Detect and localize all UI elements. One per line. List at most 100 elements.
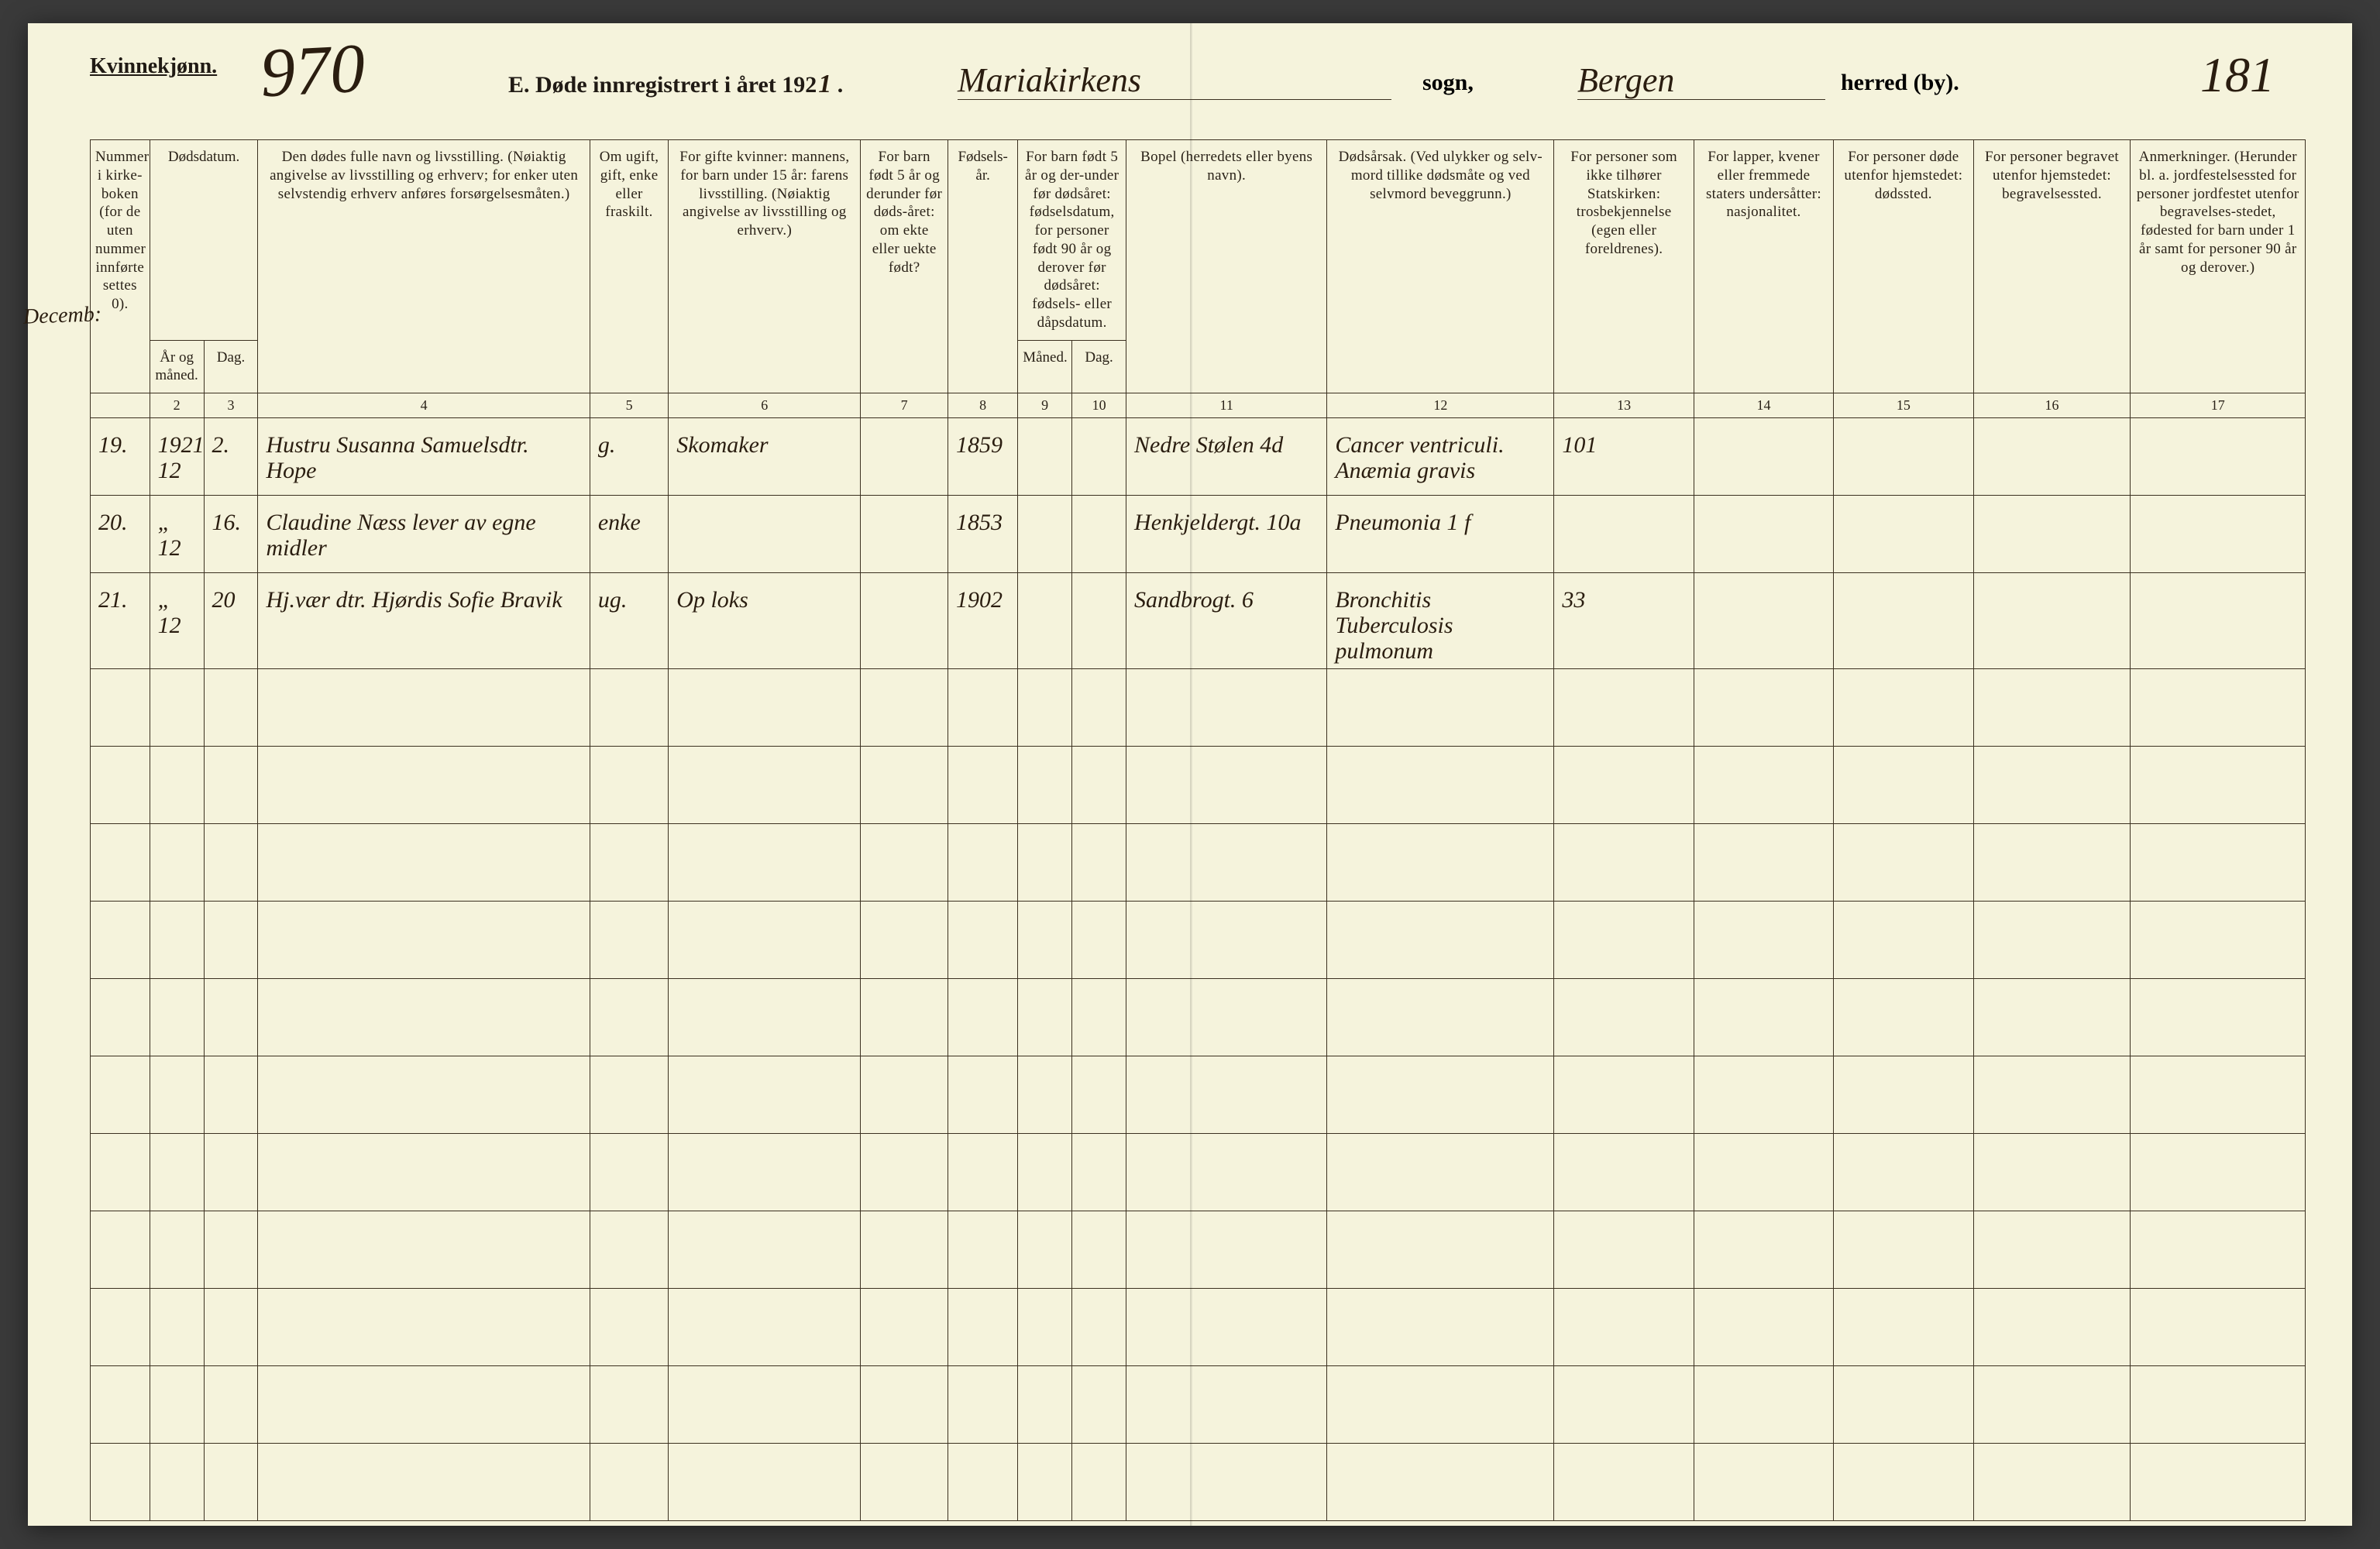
col-header-8: Fødsels-år. (948, 140, 1018, 393)
empty-cell (1072, 746, 1126, 823)
empty-cell (150, 978, 204, 1056)
empty-cell (1327, 901, 1554, 978)
empty-cell (150, 1288, 204, 1365)
blue-pencil-number: 970 (258, 29, 366, 114)
empty-cell (1834, 978, 1973, 1056)
empty-cell (2131, 1211, 2306, 1288)
empty-cell (669, 1211, 861, 1288)
empty-cell (861, 1288, 948, 1365)
empty-cell (1554, 823, 1694, 901)
empty-cell (1018, 668, 1072, 746)
colnum: 4 (258, 393, 590, 418)
cell-c17 (2131, 572, 2306, 668)
page-fold (1190, 23, 1192, 1526)
empty-cell (1694, 1133, 1833, 1211)
empty-cell (861, 978, 948, 1056)
col-header-9-group: For barn født 5 år og der-under før døds… (1018, 140, 1126, 341)
empty-cell (1694, 1288, 1833, 1365)
empty-cell (1126, 1211, 1327, 1288)
empty-cell (1694, 1365, 1833, 1443)
empty-cell (1973, 978, 2131, 1056)
cell-c13: 101 (1554, 417, 1694, 495)
empty-cell (91, 1443, 150, 1520)
empty-cell (2131, 823, 2306, 901)
empty-cell (1694, 746, 1833, 823)
table-head: Nummer i kirke-boken (for de uten nummer… (91, 140, 2306, 418)
empty-cell (861, 746, 948, 823)
empty-cell (1072, 901, 1126, 978)
col-header-15: For personer døde utenfor hjemstedet: dø… (1834, 140, 1973, 393)
empty-cell (91, 1133, 150, 1211)
cell-c4: Claudine Næss lever av egne midler (258, 495, 590, 572)
empty-cell (1126, 746, 1327, 823)
empty-cell (204, 668, 258, 746)
empty-cell (2131, 1056, 2306, 1133)
empty-cell (1327, 823, 1554, 901)
empty-cell (1018, 746, 1072, 823)
empty-cell (1973, 1365, 2131, 1443)
empty-cell (861, 823, 948, 901)
colnum: 9 (1018, 393, 1072, 418)
empty-cell (1327, 1056, 1554, 1133)
empty-cell (1072, 1443, 1126, 1520)
empty-cell (204, 1133, 258, 1211)
empty-cell (1072, 1133, 1126, 1211)
col-header-2-group: Dødsdatum. (150, 140, 258, 341)
cell-c3: 20 (204, 572, 258, 668)
empty-cell (1694, 1211, 1833, 1288)
empty-cell (1072, 978, 1126, 1056)
empty-cell (1018, 978, 1072, 1056)
empty-cell (1554, 901, 1694, 978)
empty-cell (1694, 978, 1833, 1056)
empty-cell (1327, 746, 1554, 823)
col-header-2: År og måned. (150, 340, 204, 393)
cell-c2: „12 (150, 495, 204, 572)
colnum: 13 (1554, 393, 1694, 418)
empty-cell (1973, 1443, 2131, 1520)
col-header-11: Bopel (herredets eller byens navn). (1126, 140, 1327, 393)
form-year-last-digit: 1 (818, 70, 831, 98)
cell-c10 (1072, 417, 1126, 495)
table-row (91, 901, 2306, 978)
colnum (91, 393, 150, 418)
empty-cell (1018, 901, 1072, 978)
empty-cell (1554, 1288, 1694, 1365)
empty-cell (1018, 1056, 1072, 1133)
cell-c11: Sandbrogt. 6 (1126, 572, 1327, 668)
cell-c8: 1902 (948, 572, 1018, 668)
empty-cell (1327, 668, 1554, 746)
empty-cell (1834, 1443, 1973, 1520)
empty-cell (1973, 823, 2131, 901)
table-row (91, 1288, 2306, 1365)
cell-c14 (1694, 572, 1833, 668)
form-title-prefix: E. Døde innregistrert i året 192 (508, 72, 817, 98)
cell-c13: 33 (1554, 572, 1694, 668)
sogn-label: sogn, (1422, 70, 1474, 96)
empty-cell (590, 1211, 668, 1288)
col-header-3: Dag. (204, 340, 258, 393)
cell-c14 (1694, 417, 1833, 495)
cell-c9 (1018, 495, 1072, 572)
cell-c7 (861, 495, 948, 572)
empty-cell (669, 978, 861, 1056)
empty-cell (1126, 1365, 1327, 1443)
cell-c11: Nedre Stølen 4d (1126, 417, 1327, 495)
empty-cell (590, 1288, 668, 1365)
empty-cell (1072, 1211, 1126, 1288)
empty-cell (861, 1211, 948, 1288)
empty-cell (669, 1443, 861, 1520)
empty-cell (91, 668, 150, 746)
empty-cell (861, 901, 948, 978)
empty-cell (1126, 901, 1327, 978)
colnum: 12 (1327, 393, 1554, 418)
cell-c6: Skomaker (669, 417, 861, 495)
col-header-10: Dag. (1072, 340, 1126, 393)
cell-c15 (1834, 417, 1973, 495)
empty-cell (1126, 1133, 1327, 1211)
colnum: 3 (204, 393, 258, 418)
empty-cell (948, 746, 1018, 823)
empty-cell (590, 978, 668, 1056)
empty-cell (1834, 746, 1973, 823)
empty-cell (150, 668, 204, 746)
empty-cell (1126, 1288, 1327, 1365)
